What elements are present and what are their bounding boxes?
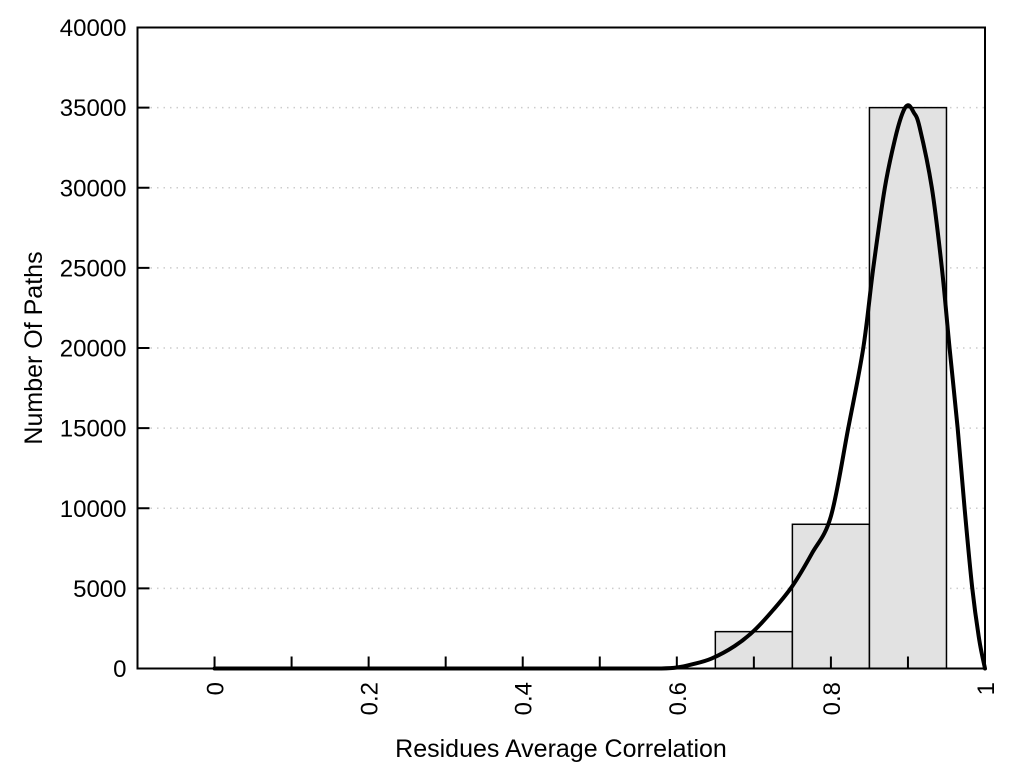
y-tick-label-30000: 30000 xyxy=(60,175,127,202)
x-axis-title: Residues Average Correlation xyxy=(395,735,727,763)
y-tick-label-25000: 25000 xyxy=(60,255,127,282)
y-tick-label-15000: 15000 xyxy=(60,416,127,443)
x-tick-label-0.6: 0.6 xyxy=(665,682,692,715)
grid-layer xyxy=(137,106,985,590)
y-tick-label-5000: 5000 xyxy=(73,576,126,603)
axes-layer xyxy=(136,26,986,670)
histogram-bar-2 xyxy=(791,523,871,670)
tick-labels-layer: 0 5000 10000 15000 20000 25000 30000 35000 40000… xyxy=(60,15,1000,715)
x-tick-label-0: 0 xyxy=(203,682,230,695)
y-axis-title: Number Of Paths xyxy=(20,251,48,444)
histogram-bars-layer xyxy=(714,106,948,670)
y-tick-label-0: 0 xyxy=(113,656,126,683)
y-tick-label-10000: 10000 xyxy=(60,496,127,523)
histogram-bar-3 xyxy=(868,106,948,670)
y-tick-label-35000: 35000 xyxy=(60,95,127,122)
y-tick-label-20000: 20000 xyxy=(60,336,127,363)
y-tick-label-40000: 40000 xyxy=(60,15,127,42)
x-tick-label-1: 1 xyxy=(973,682,1000,695)
x-tick-label-0.4: 0.4 xyxy=(511,682,538,715)
x-tick-label-0.2: 0.2 xyxy=(357,682,384,715)
x-tick-label-0.8: 0.8 xyxy=(819,682,846,715)
